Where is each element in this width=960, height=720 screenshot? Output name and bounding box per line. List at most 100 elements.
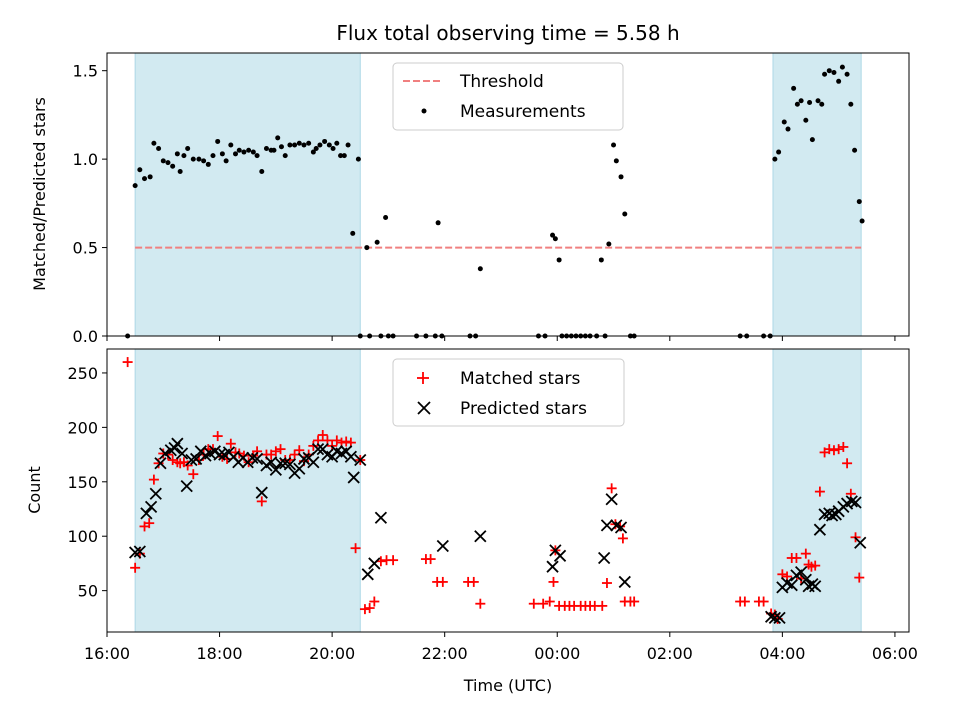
matched-star-point xyxy=(739,596,750,607)
predicted-star-point xyxy=(553,549,567,562)
measurement-point xyxy=(181,153,187,159)
predicted-star-point xyxy=(344,450,358,463)
predicted-star-point xyxy=(773,611,786,624)
matched-star-point xyxy=(842,458,853,469)
predicted-star-point xyxy=(436,539,449,553)
predicted-star-point xyxy=(361,568,374,581)
matched-star-point xyxy=(369,596,380,607)
y-tick-label: 250 xyxy=(67,364,98,383)
chart-title: Flux total observing time = 5.58 h xyxy=(336,21,679,45)
predicted-star-point xyxy=(297,452,311,466)
matched-star-point xyxy=(828,445,839,456)
bottom-y-axis-label: Count xyxy=(25,466,44,514)
x-tick-label: 16:00 xyxy=(84,644,130,663)
matched-star-point xyxy=(270,446,281,457)
measurement-point xyxy=(160,158,166,164)
predicted-star-point xyxy=(311,443,325,456)
top-y-ticks: 0.0 0.5 1.0 1.5 xyxy=(73,62,107,346)
measurement-point xyxy=(852,147,858,153)
measurement-point xyxy=(836,78,842,84)
matched-star-point xyxy=(122,357,133,368)
matched-star-point xyxy=(364,603,375,614)
matched-star-point xyxy=(212,431,223,442)
measurement-point xyxy=(219,151,225,157)
predicted-star-point xyxy=(171,437,184,450)
matched-star-point xyxy=(167,455,178,466)
measurement-point xyxy=(322,138,328,144)
measurement-point xyxy=(147,174,153,180)
predicted-star-point xyxy=(799,573,812,586)
measurements-legend-swatch xyxy=(421,108,427,114)
measurement-point xyxy=(618,174,624,180)
y-tick-label: 50 xyxy=(78,582,98,601)
measurement-point xyxy=(552,236,558,242)
measurement-point xyxy=(317,142,323,148)
matched-star-point xyxy=(308,440,319,451)
measurement-point xyxy=(350,230,356,236)
measurement-point xyxy=(228,142,234,148)
measurement-point xyxy=(190,156,196,162)
x-tick-label: 02:00 xyxy=(647,644,693,663)
measurement-point xyxy=(785,126,791,132)
y-tick-label: 1.0 xyxy=(73,150,98,169)
matched-star-point xyxy=(528,598,539,609)
matched-star-point xyxy=(359,604,370,615)
predicted-star-point xyxy=(144,500,158,513)
matched-star-point xyxy=(800,548,811,559)
predicted-star-point xyxy=(825,509,839,522)
matched-star-point xyxy=(289,449,300,460)
shaded-interval-1 xyxy=(134,52,361,337)
matched-star-point xyxy=(225,438,236,449)
measurement-point xyxy=(142,176,148,182)
measurement-point xyxy=(822,71,828,77)
measurement-point xyxy=(296,140,302,146)
matched-star-point xyxy=(838,441,849,452)
measurement-point xyxy=(278,144,284,150)
measurement-point xyxy=(848,101,854,107)
predicted-star-point xyxy=(180,480,193,493)
y-tick-label: 0.5 xyxy=(73,239,98,258)
x-tick-label: 22:00 xyxy=(422,644,468,663)
predicted-star-point xyxy=(255,486,268,499)
predicted-star-point xyxy=(140,507,153,520)
matched-star-point xyxy=(188,469,199,480)
measurement-point xyxy=(287,142,293,148)
measurement-point xyxy=(611,142,617,148)
measurement-point xyxy=(772,156,778,162)
measurement-point xyxy=(839,64,845,70)
predicted-star-point xyxy=(374,511,388,524)
predicted-star-point xyxy=(854,536,867,549)
top-y-axis-label: Matched/Predicted stars xyxy=(30,97,49,291)
measurement-point xyxy=(170,163,176,169)
predicted-star-point xyxy=(213,448,226,461)
measurement-point xyxy=(250,149,256,155)
measurement-point xyxy=(223,158,229,164)
measurement-point xyxy=(856,199,862,205)
predicted-star-point xyxy=(307,456,320,469)
matched-star-point xyxy=(437,576,448,587)
x-tick-label: 00:00 xyxy=(534,644,580,663)
predicted-star-point xyxy=(347,471,360,484)
bottom-legend-box xyxy=(392,358,625,427)
measurement-point xyxy=(859,218,865,224)
predicted-legend-label: Predicted stars xyxy=(460,399,587,419)
measurement-point xyxy=(556,257,562,263)
matched-star-point xyxy=(331,435,342,446)
bottom-axes-frame xyxy=(106,348,910,633)
matched-star-point xyxy=(791,552,802,563)
measurements-legend-label: Measurements xyxy=(460,102,586,122)
predicted-star-point xyxy=(618,575,631,589)
measurement-point xyxy=(334,140,340,146)
measurement-point xyxy=(301,142,307,148)
predicted-star-point xyxy=(354,453,367,467)
measurement-point xyxy=(550,232,556,238)
matched-legend-swatch xyxy=(417,372,429,384)
measurement-point xyxy=(156,146,162,152)
measurement-point xyxy=(205,161,211,167)
predicted-star-point xyxy=(149,487,162,500)
measurement-point xyxy=(259,169,265,175)
predicted-star-point xyxy=(845,495,858,508)
predicted-legend-swatch xyxy=(417,401,431,415)
shaded-interval-2 xyxy=(772,52,862,337)
predicted-star-point xyxy=(293,462,306,475)
